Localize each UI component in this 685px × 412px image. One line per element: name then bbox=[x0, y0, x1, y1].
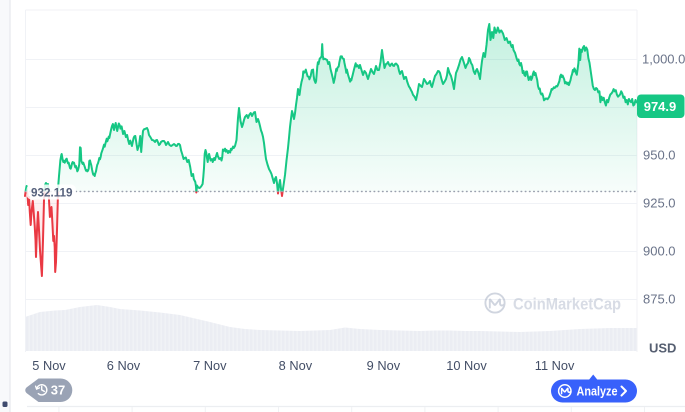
svg-text:5 Nov: 5 Nov bbox=[32, 358, 66, 373]
svg-text:CoinMarketCap: CoinMarketCap bbox=[513, 295, 621, 314]
svg-text:Analyze: Analyze bbox=[577, 383, 618, 398]
svg-text:875.0: 875.0 bbox=[643, 292, 676, 307]
svg-text:974.9: 974.9 bbox=[644, 99, 677, 114]
svg-text:USD: USD bbox=[649, 341, 676, 356]
svg-text:8 Nov: 8 Nov bbox=[279, 358, 313, 373]
svg-text:11 Nov: 11 Nov bbox=[535, 358, 575, 373]
svg-text:1,000.0: 1,000.0 bbox=[642, 52, 685, 67]
svg-text:925.0: 925.0 bbox=[643, 196, 676, 211]
svg-text:932.119: 932.119 bbox=[31, 185, 73, 199]
svg-text:9 Nov: 9 Nov bbox=[367, 358, 401, 373]
svg-text:37: 37 bbox=[51, 383, 65, 398]
svg-text:6 Nov: 6 Nov bbox=[107, 358, 141, 373]
svg-text:900.0: 900.0 bbox=[643, 244, 676, 259]
svg-text:7 Nov: 7 Nov bbox=[193, 358, 227, 373]
svg-text:950.0: 950.0 bbox=[643, 148, 676, 163]
svg-text:10 Nov: 10 Nov bbox=[446, 358, 487, 373]
